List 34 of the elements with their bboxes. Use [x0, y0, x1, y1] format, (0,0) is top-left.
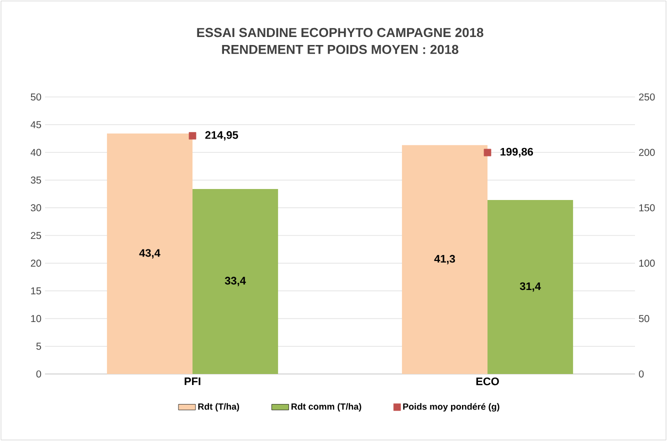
chart-title: ESSAI SANDINE ECOPHYTO CAMPAGNE 2018 — [197, 28, 484, 38]
y-tick-label: 40 — [30, 148, 42, 156]
x-tick-label: ECO — [476, 378, 499, 386]
y-tick-label: 50 — [30, 93, 42, 101]
data-label: 33,4 — [224, 276, 246, 286]
x-tick-label: PFI — [184, 378, 200, 386]
bar — [192, 188, 278, 374]
legend-label: Rdt (T/ha) — [198, 403, 240, 412]
legend-label: Poids moy pondéré (g) — [403, 403, 500, 412]
bar — [488, 200, 574, 374]
y2-tick-label: 0 — [638, 370, 644, 378]
legend-label: Rdt comm (T/ha) — [292, 403, 362, 412]
chart-subtitle: RENDEMENT ET POIDS MOYEN : 2018 — [222, 44, 458, 54]
y-tick-label: 0 — [36, 370, 42, 378]
y-tick-label: 30 — [30, 204, 42, 212]
y2-tick-label: 150 — [639, 204, 655, 212]
y2-tick-label: 200 — [639, 148, 655, 156]
y-tick-label: 15 — [31, 287, 42, 294]
y-tick-label: 10 — [31, 315, 42, 322]
data-label: 199,86 — [500, 148, 533, 158]
data-label: 43,4 — [139, 249, 160, 258]
y-tick-label: 20 — [30, 260, 42, 267]
y2-tick-label: 50 — [638, 315, 650, 322]
y-tick-label: 45 — [30, 121, 42, 128]
bar — [106, 134, 193, 374]
y-tick-label: 35 — [30, 176, 42, 184]
data-label: 214,95 — [205, 131, 238, 140]
y2-tick-label: 250 — [639, 93, 655, 101]
bar — [402, 145, 488, 374]
data-label: 41,3 — [434, 254, 456, 264]
data-label: 31,4 — [520, 282, 541, 292]
y-tick-label: 25 — [30, 232, 42, 240]
y2-tick-label: 100 — [639, 260, 655, 267]
y-tick-label: 5 — [36, 342, 42, 350]
